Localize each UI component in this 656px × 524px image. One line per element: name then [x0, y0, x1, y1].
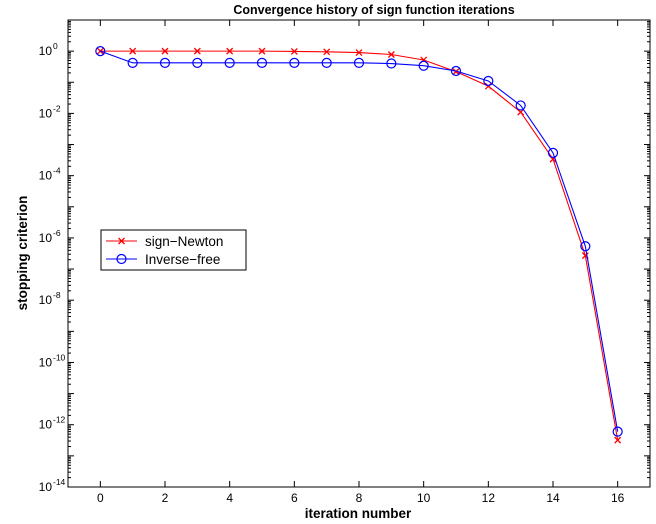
data-point-sign-newton	[484, 82, 492, 90]
x-tick-label: 8	[356, 491, 363, 505]
y-tick-label: 10	[39, 293, 53, 307]
y-tick-label: 10	[39, 418, 53, 432]
y-tick-exponent: -6	[53, 228, 61, 238]
series-layer	[95, 46, 623, 444]
legend-box	[100, 229, 247, 271]
x-tick-label: 12	[482, 491, 496, 505]
legend: sign−Newton Inverse−free	[100, 229, 247, 271]
data-point-inverse-free	[192, 57, 203, 68]
marker-stroke	[258, 47, 266, 55]
legend-label-sign-newton: sign−Newton	[145, 234, 223, 249]
marker-stroke	[193, 47, 201, 55]
data-point-inverse-free	[483, 75, 494, 87]
marker-stroke	[118, 237, 125, 245]
x-axis: 0 2 4 6 8 10 12 14 16	[97, 20, 625, 505]
y-tick-label: 10	[39, 44, 53, 58]
series-line-inverse-free	[100, 50, 619, 432]
marker-stroke	[484, 82, 492, 90]
chart-title: Convergence history of sign function ite…	[233, 3, 514, 17]
x-tick-label: 6	[291, 491, 298, 505]
data-point-sign-newton	[226, 47, 234, 55]
data-point-sign-newton	[387, 51, 395, 58]
y-tick-exponent: -4	[53, 166, 61, 176]
y-tick-label: 10	[39, 106, 53, 120]
x-axis-label: iteration number	[305, 506, 412, 521]
y-tick-exponent: -2	[53, 103, 61, 113]
data-point-sign-newton	[452, 68, 460, 76]
data-point-inverse-free	[386, 58, 397, 69]
x-tick-label: 16	[611, 491, 625, 505]
y-tick-exponent: -14	[53, 477, 66, 487]
data-point-sign-newton	[129, 47, 137, 55]
marker-stroke	[226, 47, 234, 55]
data-point-inverse-free	[224, 57, 235, 68]
data-point-inverse-free	[418, 60, 429, 71]
marker-stroke	[452, 68, 460, 76]
y-tick-exponent: 0	[53, 41, 58, 51]
legend-marker-sign-newton	[118, 237, 125, 245]
data-point-sign-newton	[614, 436, 622, 444]
x-tick-label: 4	[226, 491, 233, 505]
data-point-inverse-free	[321, 57, 332, 68]
data-point-inverse-free	[515, 100, 526, 111]
y-tick-label: 10	[39, 169, 53, 183]
series-inverse-free	[95, 46, 623, 437]
legend-label-inverse-free: Inverse−free	[145, 252, 220, 267]
data-point-sign-newton	[290, 47, 298, 55]
data-point-sign-newton	[355, 49, 363, 57]
data-point-inverse-free	[450, 65, 462, 77]
y-tick-exponent: -10	[53, 352, 66, 362]
x-tick-label: 10	[417, 491, 431, 505]
data-point-inverse-free	[580, 241, 591, 252]
data-point-inverse-free	[612, 426, 623, 437]
marker-stroke	[129, 47, 137, 55]
y-tick-label: 10	[39, 231, 53, 245]
data-point-inverse-free	[95, 46, 106, 57]
x-tick-label: 0	[97, 491, 104, 505]
marker-stroke	[161, 47, 169, 55]
y-tick-exponent: -12	[53, 415, 66, 425]
marker-stroke	[355, 49, 363, 57]
data-point-inverse-free	[256, 57, 268, 68]
y-axis-label: stopping criterion	[15, 196, 30, 311]
marker-stroke	[614, 436, 622, 444]
data-point-sign-newton	[161, 47, 169, 55]
data-point-inverse-free	[289, 57, 300, 68]
data-point-sign-newton	[258, 47, 266, 55]
x-tick-label: 2	[162, 491, 169, 505]
y-tick-label: 10	[39, 355, 53, 369]
data-point-sign-newton	[193, 47, 201, 55]
data-point-inverse-free	[547, 147, 559, 158]
legend-marker-inverse-free	[116, 253, 127, 265]
data-point-inverse-free	[353, 57, 365, 68]
marker-stroke	[387, 51, 395, 58]
y-tick-exponent: -8	[53, 290, 61, 300]
data-point-inverse-free	[159, 57, 171, 68]
marker-stroke	[581, 252, 589, 260]
y-tick-label: 10	[39, 480, 53, 494]
data-point-inverse-free	[127, 57, 138, 68]
marker-stroke	[290, 47, 298, 55]
data-point-sign-newton	[323, 48, 331, 56]
x-tick-label: 14	[546, 491, 560, 505]
marker-stroke	[323, 48, 331, 56]
